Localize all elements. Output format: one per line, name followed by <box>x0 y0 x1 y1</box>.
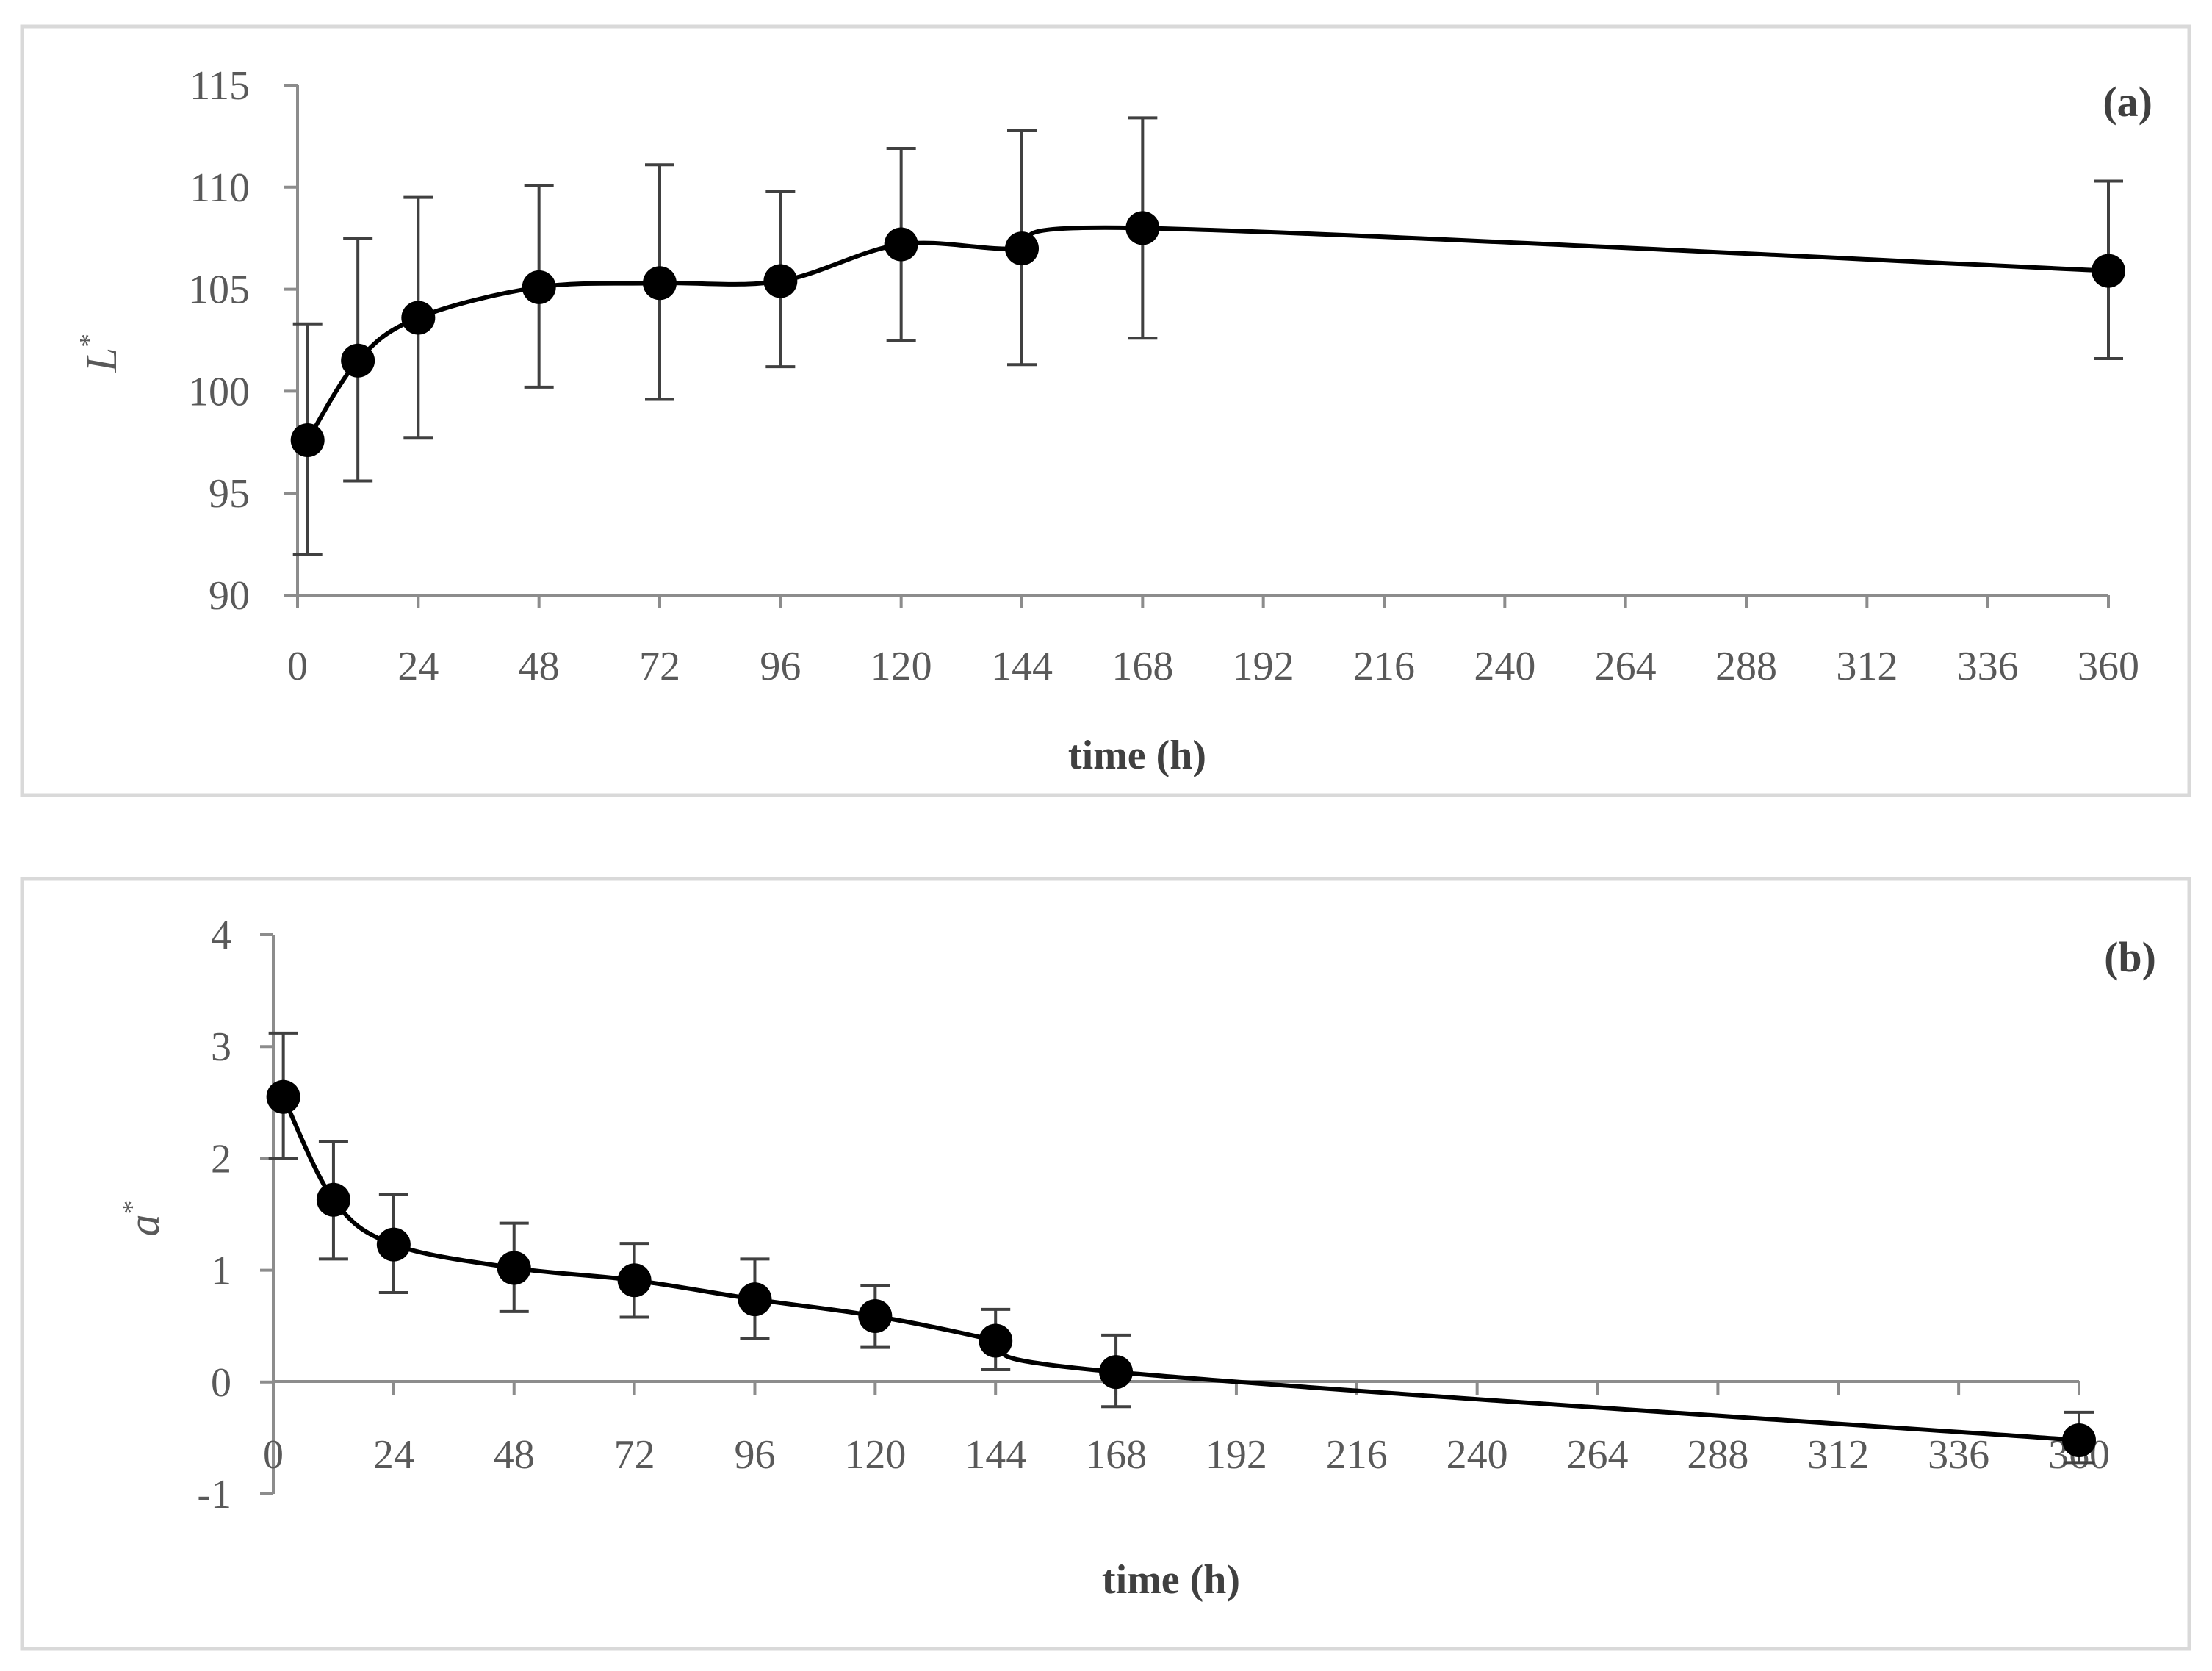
panel-a-x-tick-label: 144 <box>991 644 1053 689</box>
panel-b-y-tick-label: 0 <box>211 1360 231 1406</box>
panel-b-x-tick-label: 336 <box>1928 1432 1989 1478</box>
panel-b-x-tick-label: 312 <box>1807 1432 1869 1478</box>
panel-b-y-axis-title-superscript: * <box>117 1201 148 1215</box>
panel-a-y-axis-title-superscript: * <box>74 334 105 348</box>
panel-b-x-tick-label: 48 <box>494 1432 535 1478</box>
panel-a-y-tick-label: 90 <box>209 573 250 619</box>
panel-a-x-tick-label: 216 <box>1353 644 1415 689</box>
panel-b-y-tick-label: 3 <box>211 1024 231 1070</box>
panel-a-x-tick-label: 0 <box>287 644 308 689</box>
panel-b-x-tick-label: 144 <box>965 1432 1026 1478</box>
panel-b-y-axis-title: a* <box>117 1201 168 1237</box>
panel-a-data-point <box>2092 254 2125 288</box>
panel-b-x-tick-label: 192 <box>1206 1432 1267 1478</box>
panel-a-x-tick-label: 192 <box>1233 644 1294 689</box>
panel-b-data-point <box>376 1227 411 1262</box>
panel-a-x-tick-label: 168 <box>1112 644 1173 689</box>
panel-a-data-point <box>290 423 325 458</box>
panel-b-markers <box>266 1079 2096 1457</box>
panel-a-x-tick-label: 264 <box>1595 644 1657 689</box>
panel-b-x-tick-label: 72 <box>614 1432 655 1478</box>
panel-a-y-tick-label: 95 <box>209 471 250 517</box>
panel-b-y-tick-label: 1 <box>211 1248 231 1294</box>
panel-b-data-point <box>316 1182 350 1217</box>
panel-a-y-axis-title: L* <box>74 334 126 373</box>
panel-b-label: (b) <box>2104 933 2156 981</box>
panel-a-y-tick-label: 100 <box>188 369 250 414</box>
panel-a-data-point <box>341 343 375 378</box>
panel-a-x-tick-label: 120 <box>871 644 932 689</box>
panel-a-x-tick-label: 240 <box>1474 644 1535 689</box>
panel-b-x-tick-label: 240 <box>1447 1432 1508 1478</box>
panel-a-data-point <box>1125 211 1160 245</box>
panel-b-y-tick-label: -1 <box>197 1472 231 1517</box>
panel-b-x-tick-label: 0 <box>263 1432 284 1478</box>
panel-a-x-tick-label: 48 <box>519 644 560 689</box>
panel-b-y-axis-title-letter: a <box>120 1215 168 1237</box>
panel-a-x-tick-label: 24 <box>397 644 439 689</box>
panel-a-data-point <box>763 264 798 298</box>
panel-a-data-point <box>1005 231 1039 266</box>
panel-a-y-tick-label: 110 <box>190 165 250 211</box>
panel-a-x-tick-label: 72 <box>639 644 680 689</box>
panel-a-x-axis-title: time (h) <box>1068 733 1206 778</box>
panel-a-x-tick-label: 360 <box>2078 644 2139 689</box>
panel-a-markers <box>290 211 2125 458</box>
panel-b-y-tick-label: 2 <box>211 1136 231 1182</box>
panel-b-x-tick-label: 264 <box>1567 1432 1629 1478</box>
panel-a-x-tick-label: 288 <box>1715 644 1777 689</box>
panel-a-data-point <box>522 270 556 304</box>
panel-b-x-tick-label: 168 <box>1085 1432 1147 1478</box>
panel-a-frame <box>20 24 2191 797</box>
panel-a-y-tick-label: 115 <box>190 63 250 109</box>
panel-a-x-tick-label: 336 <box>1957 644 2019 689</box>
panel-a-x-tick-label: 96 <box>760 644 801 689</box>
panel-b-x-tick-label: 96 <box>734 1432 775 1478</box>
panel-b-y-tick-label: 4 <box>211 913 231 958</box>
panel-a-y-axis-title-letter: L <box>77 348 126 373</box>
panel-a-x-tick-label: 312 <box>1836 644 1898 689</box>
panel-b-frame <box>20 877 2191 1651</box>
panel-b-data-point <box>738 1282 772 1317</box>
panel-b-x-tick-label: 120 <box>844 1432 906 1478</box>
panel-a-ticks: 90 95 100 105 110 115 0 24 48 72 96 120 144 168 192 216… <box>188 63 2139 689</box>
panel-b-data-point <box>266 1079 300 1114</box>
panel-b-data-point <box>979 1323 1013 1358</box>
panel-b-data-point <box>1099 1355 1134 1390</box>
panel-a-data-point <box>401 301 436 335</box>
panel-b-ticks: -1 0 1 2 3 4 0 24 48 72 96 120 144 168 192 216 240 264 288… <box>197 913 2110 1517</box>
panel-b-data-point <box>617 1263 652 1298</box>
panel-b-data-point <box>497 1251 531 1285</box>
panel-a-data-point <box>884 227 918 262</box>
panel-b-x-tick-label: 216 <box>1326 1432 1388 1478</box>
panel-b: (b) a* time (h) -1 0 1 2 3 4 0 24 48 72 96 120 144 16… <box>20 877 2191 1651</box>
panel-a-data-point <box>643 266 677 301</box>
panel-b-x-tick-label: 288 <box>1687 1432 1748 1478</box>
panel-b-x-tick-label: 24 <box>373 1432 414 1478</box>
panel-a-label: (a) <box>2103 78 2152 126</box>
panel-b-data-point <box>2062 1423 2096 1457</box>
panel-b-data-point <box>858 1299 893 1334</box>
panel-a-y-tick-label: 105 <box>188 267 250 313</box>
panel-b-x-axis-title: time (h) <box>1102 1557 1240 1603</box>
